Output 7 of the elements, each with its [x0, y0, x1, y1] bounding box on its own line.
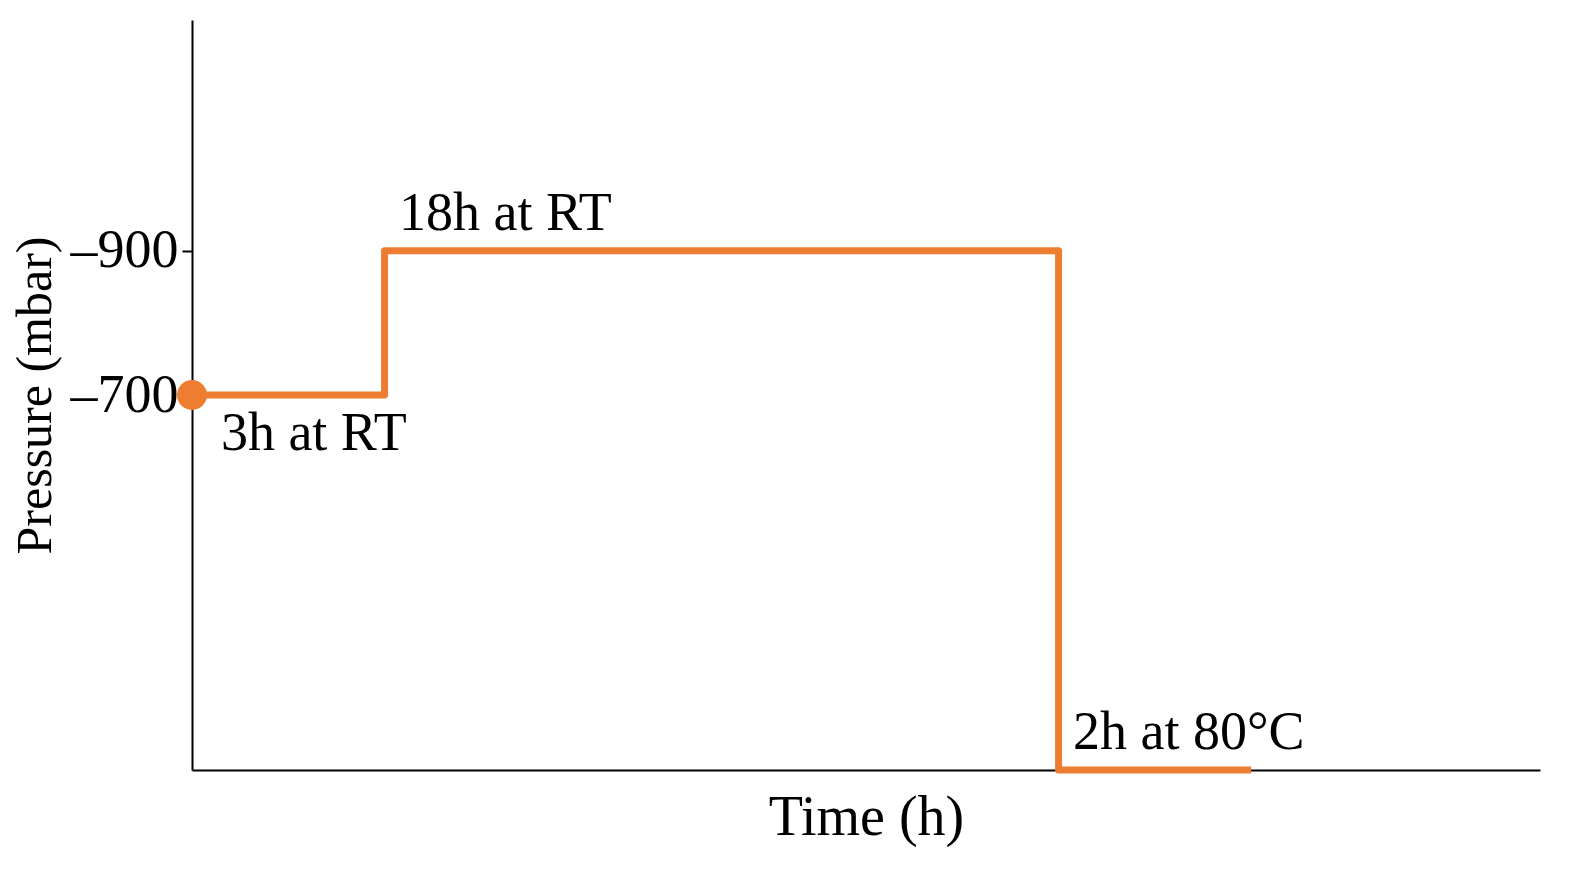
y-tick-label: –900 [69, 219, 179, 280]
y-tick-label: –700 [69, 363, 179, 424]
x-axis-title: Time (h) [768, 784, 965, 848]
annotation: 18h at RT [399, 181, 612, 242]
annotation: 2h at 80°C [1073, 701, 1305, 761]
annotation: 3h at RT [220, 402, 407, 462]
y-axis-title: Pressure (mbar) [5, 236, 62, 555]
